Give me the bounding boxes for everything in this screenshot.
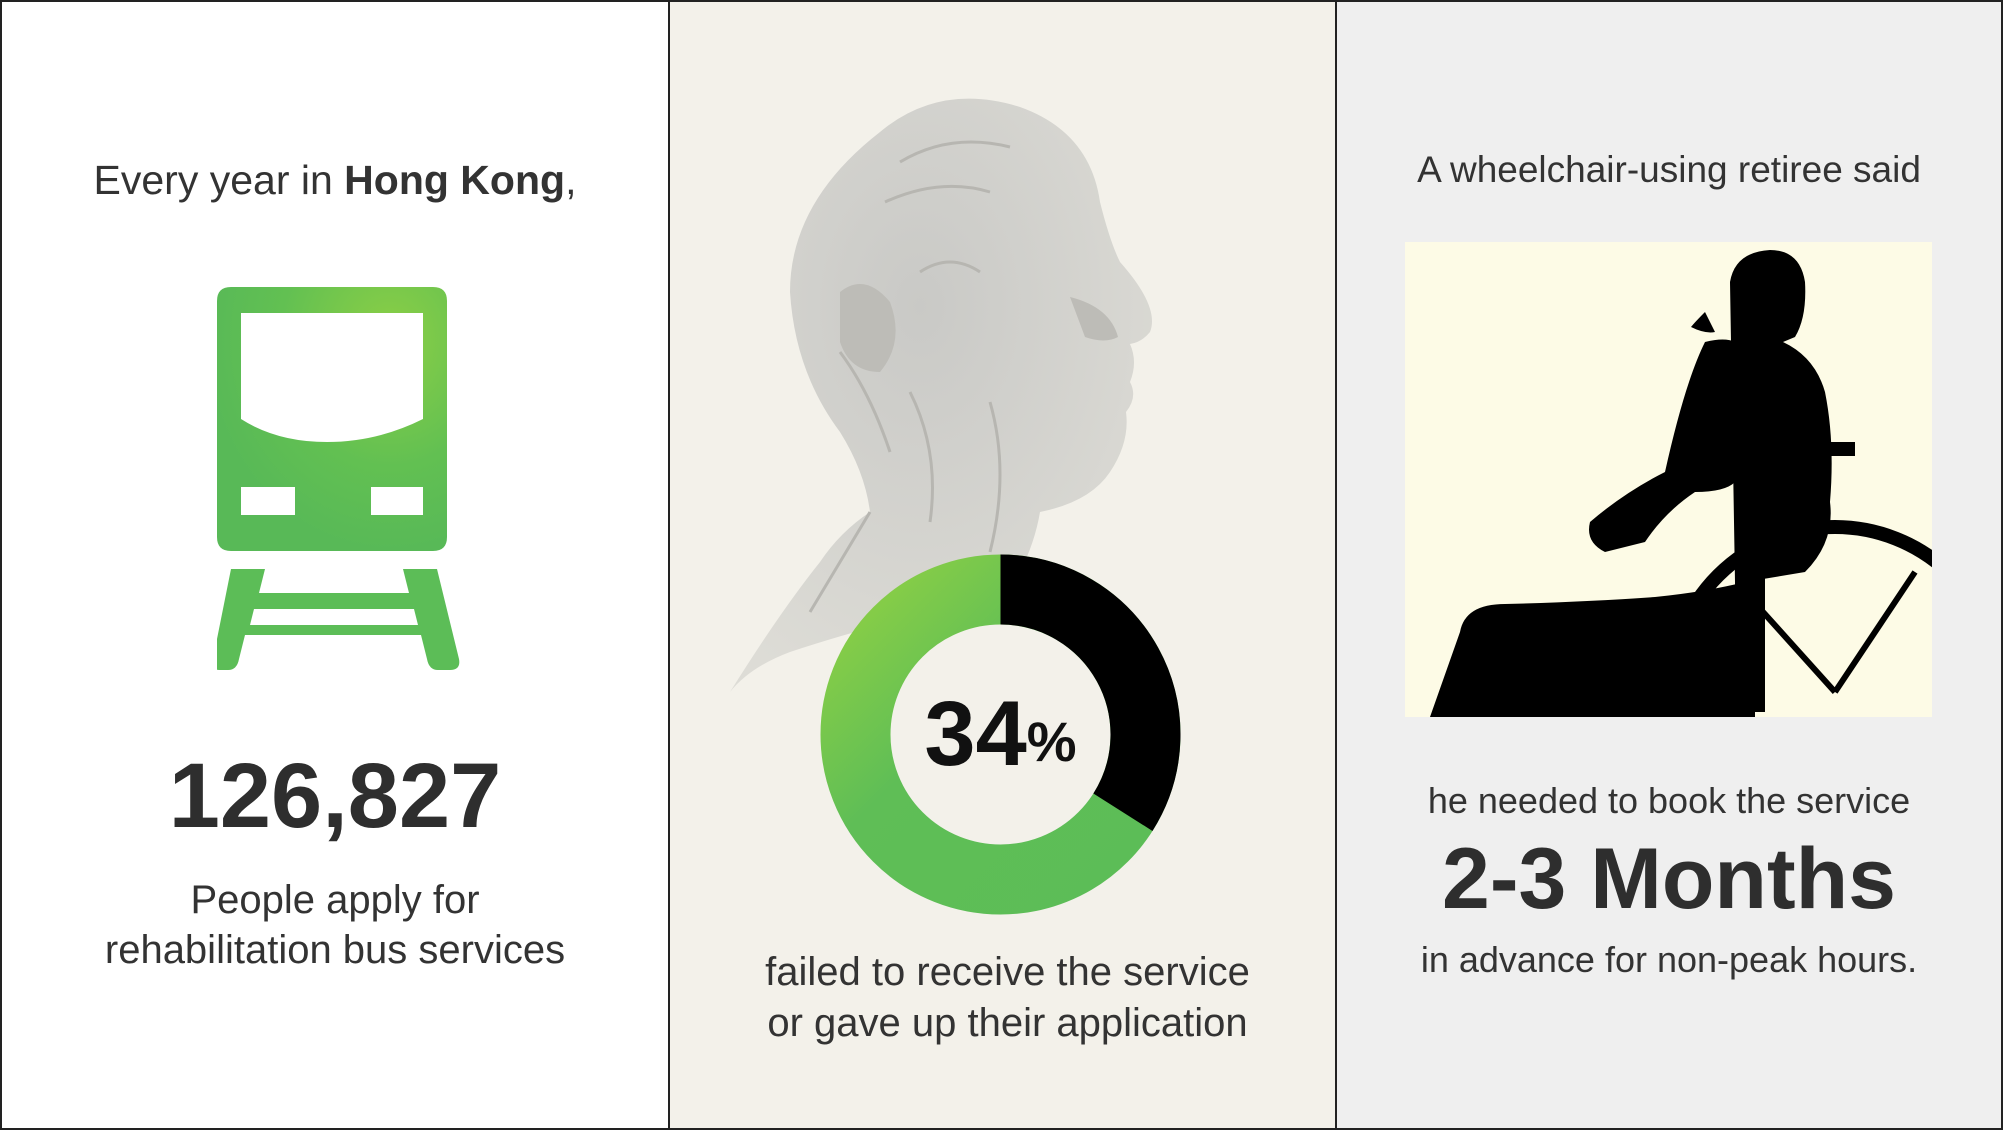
intro-suffix: , bbox=[565, 157, 577, 203]
panel-percentage: 34% failed to receive the service or gav… bbox=[670, 2, 1337, 1128]
caption-line: People apply for bbox=[190, 878, 480, 922]
percentage-label: 34% bbox=[820, 554, 1181, 915]
donut-failed-segment bbox=[999, 554, 1181, 831]
applicant-caption: People apply for rehabilitation bus serv… bbox=[2, 875, 668, 975]
caption-line: rehabilitation bus services bbox=[104, 928, 566, 972]
testimony-highlight: 2-3 Months bbox=[1442, 831, 1896, 927]
elderly-man-portrait bbox=[730, 98, 1152, 692]
percentage-caption: failed to receive the service or gave up… bbox=[680, 947, 1335, 1049]
percentage-donut bbox=[820, 554, 1181, 915]
percentage-number: 34 bbox=[924, 683, 1027, 785]
caption-line: or gave up their application bbox=[767, 1001, 1248, 1045]
intro-text: Every year in Hong Kong, bbox=[2, 157, 668, 204]
panel-applicants: Every year in Hong Kong, 126,827 People … bbox=[2, 2, 670, 1128]
caption-line: failed to receive the service bbox=[765, 950, 1250, 994]
applicant-count: 126,827 bbox=[168, 745, 502, 847]
train-icon bbox=[217, 287, 460, 670]
testimony-line1: he needed to book the service bbox=[1427, 780, 1911, 821]
intro-prefix: Every year in bbox=[93, 157, 345, 203]
wheelchair-silhouette bbox=[1405, 242, 1932, 717]
intro-place: Hong Kong bbox=[344, 157, 566, 203]
panel-testimony: A wheelchair-using retiree said he neede… bbox=[1337, 2, 2001, 1128]
percentage-sign: % bbox=[1026, 710, 1077, 773]
testimony-intro: A wheelchair-using retiree said bbox=[1417, 149, 1921, 190]
testimony-line2: in advance for non-peak hours. bbox=[1420, 939, 1918, 980]
